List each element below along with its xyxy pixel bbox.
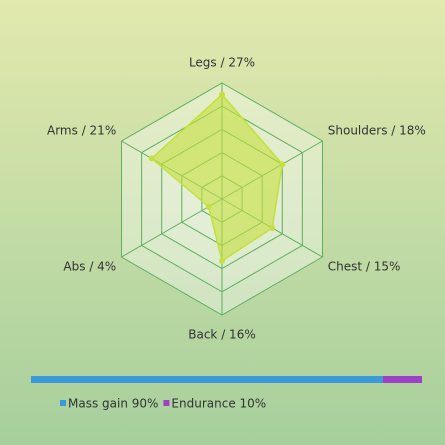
- radar-point: [205, 203, 212, 210]
- axis-label: Legs / 27%: [189, 56, 255, 70]
- legend-label: Endurance 10%: [171, 397, 266, 411]
- bar-segment: [382, 376, 422, 383]
- axis-label: Shoulders / 18%: [328, 124, 426, 138]
- axis-label: Chest / 15%: [328, 260, 401, 274]
- radar: Legs / 27% Shoulders / 18% Chest / 15% Back…: [47, 56, 426, 342]
- radar-point: [148, 155, 155, 162]
- radar-point: [219, 91, 225, 98]
- legend-label: Mass gain 90%: [68, 397, 158, 411]
- bar-segment: [31, 376, 383, 383]
- radar-point: [269, 225, 276, 231]
- radar-point: [219, 257, 225, 264]
- axis-label: Back / 16%: [188, 328, 255, 342]
- radar-point: [279, 161, 286, 168]
- legend-swatch: [60, 400, 66, 406]
- axis-label: Arms / 21%: [47, 124, 116, 138]
- legend-swatch: [163, 400, 170, 406]
- spoke: [121, 198, 223, 258]
- axis-label: Abs / 4%: [63, 260, 116, 274]
- bar-chart: Mass gain 90% Endurance 10%: [31, 376, 422, 411]
